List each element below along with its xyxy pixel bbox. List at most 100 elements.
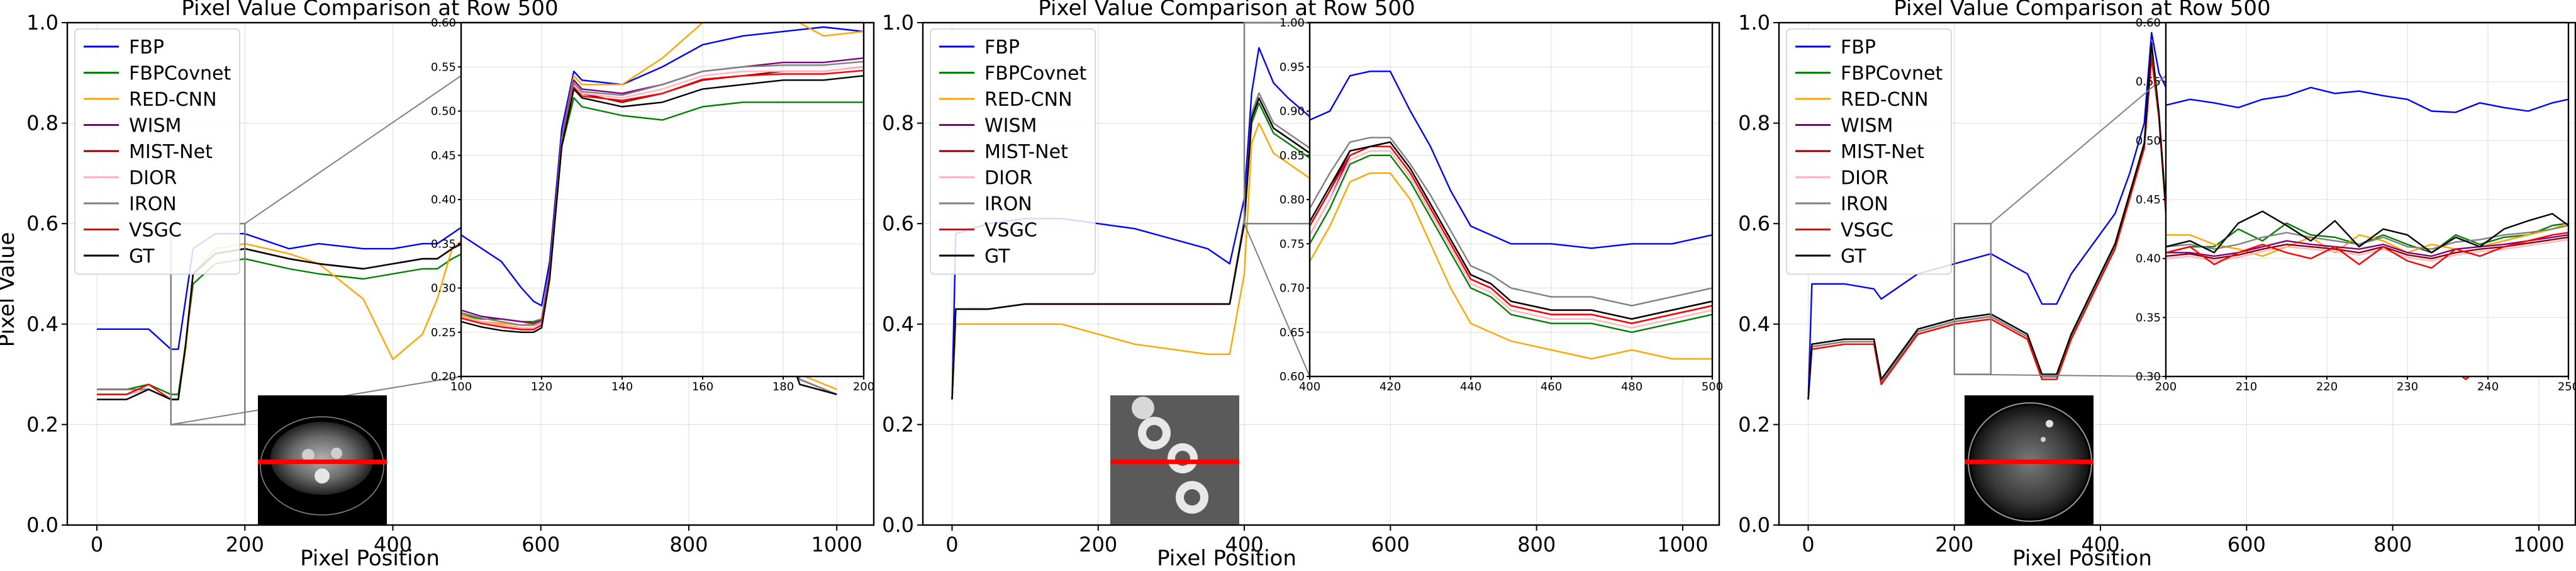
inset-plot: 200 210 220 230 240 250 0.30 0.35 0.40 0.45 0.50 0.…	[2136, 16, 2576, 393]
legend-label: VSGC	[1841, 220, 1893, 242]
thumbnail-ring	[260, 416, 384, 516]
inset-y-tick-label: 0.40	[2136, 252, 2161, 266]
y-tick-label: 0.2	[1738, 412, 1770, 436]
inset-x-tick-label: 460	[1541, 380, 1562, 393]
legend-box	[1786, 28, 1952, 275]
inset-y-tick-label: 0.25	[431, 326, 456, 339]
ct-slice-abdomen-thumbnail	[258, 395, 387, 524]
zoom-connector-line	[1990, 75, 2166, 224]
x-tick-label: 0	[91, 533, 103, 557]
inset-x-tick-label: 220	[2316, 380, 2338, 393]
inset-series-line-vsgc	[461, 69, 864, 331]
inset-series-group	[2166, 86, 2568, 269]
inset-y-tick-label: 0.55	[2136, 76, 2161, 89]
inset-y-tick-label: 0.45	[431, 149, 456, 162]
inset-x-tick-label: 420	[1380, 380, 1401, 393]
inset-x-tick-label: 500	[1702, 380, 1723, 393]
legend-label: DIOR	[129, 167, 177, 189]
y-tick-label: 0.6	[1738, 212, 1770, 235]
thumbnail-vessel	[2041, 437, 2046, 442]
y-tick-label: 0.0	[1738, 513, 1770, 537]
inset-x-tick-label: 180	[772, 380, 794, 393]
legend-label: IRON	[984, 193, 1032, 215]
thumbnail-organ	[302, 449, 315, 461]
x-tick-label: 600	[521, 533, 560, 557]
y-tick-label: 1.0	[882, 11, 914, 35]
x-ticks: 0 200 400 600 800 1000	[945, 525, 1709, 557]
inset-background	[2166, 23, 2568, 376]
inset-series-line-fbp	[1310, 71, 1712, 249]
inset-y-tick-label: 0.20	[431, 370, 456, 383]
inset-background	[1310, 23, 1712, 376]
x-ticks: 0 200 400 600 800 1000	[1802, 525, 2565, 557]
x-tick-label: 200	[1079, 533, 1117, 557]
x-axis-label: Pixel Position	[1157, 546, 1296, 568]
inset-series-line-fbpcovnet	[2166, 222, 2568, 254]
legend-label: FBPCovnet	[984, 63, 1086, 85]
inset-series-line-iron	[461, 60, 864, 326]
inset-x-tick-label: 200	[2155, 380, 2177, 393]
inset-y-tick-label: 0.30	[2136, 370, 2161, 383]
inset-plot: 100 120 140 160 180 200 0.20 0.25 0.30 0.35 0.40 0.…	[431, 16, 874, 393]
y-tick-label: 0.6	[882, 212, 914, 235]
chart-title: Pixel Value Comparison at Row 500	[181, 0, 558, 21]
thumbnail-row-marker	[1965, 460, 2094, 464]
inset-series-line-vsgc	[2166, 232, 2568, 269]
x-tick-label: 400	[1225, 533, 1264, 557]
y-tick-label: 1.0	[1738, 11, 1770, 35]
chart-panel-1: Pixel Value Comparison at Row 500 0 200 40…	[0, 0, 875, 571]
x-axis-label: Pixel Position	[2012, 546, 2152, 568]
inset-series-group	[1310, 71, 1712, 360]
inset-series-line-gt	[1310, 141, 1712, 320]
legend-box	[74, 28, 240, 275]
legend-label: RED-CNN	[129, 89, 217, 111]
legend-label: GT	[129, 246, 155, 268]
inset-y-tick-label: 0.90	[1280, 105, 1305, 118]
y-tick-label: 0.8	[1738, 111, 1770, 135]
inset-y-tick-label: 0.35	[431, 237, 456, 251]
legend-label: VSGC	[984, 220, 1037, 242]
y-axis-label: Pixel Value	[0, 232, 20, 348]
inset-y-tick-label: 0.45	[2136, 193, 2161, 206]
inset-x-tick-label: 160	[692, 380, 713, 393]
inset-series-line-dior	[1310, 150, 1712, 329]
legend-label: DIOR	[1841, 167, 1888, 189]
zoom-connector-line	[1954, 373, 2166, 377]
y-tick-label: 0.2	[882, 412, 914, 436]
y-tick-label: 0.8	[26, 111, 59, 135]
inset-x-tick-label: 200	[853, 380, 874, 393]
y-tick-label: 0.0	[882, 513, 914, 537]
legend-label: IRON	[129, 193, 177, 215]
y-tick-label: 0.2	[26, 412, 59, 436]
thumbnail-tooth	[1184, 489, 1200, 506]
y-tick-label: 0.8	[882, 111, 914, 135]
x-tick-label: 800	[1517, 533, 1556, 557]
x-tick-label: 200	[1935, 533, 1973, 557]
inset-series-line-dior	[2166, 239, 2568, 262]
zoom-region-box	[1953, 222, 1992, 375]
x-tick-label: 800	[669, 533, 708, 557]
inset-y-tick-label: 0.35	[2136, 311, 2161, 324]
inset-y-tick-label: 0.60	[2136, 16, 2161, 30]
inset-series-line-gt	[461, 75, 864, 333]
legend-label: RED-CNN	[984, 89, 1073, 111]
chart-panel-3: Pixel Value Comparison at Row 500 0 200 40…	[1738, 0, 2576, 571]
y-tick-label: 0.4	[882, 312, 914, 336]
legend-label: WISM	[1841, 115, 1893, 137]
legend-label: GT	[1841, 246, 1866, 268]
ct-slice-liver-thumbnail	[1965, 395, 2094, 524]
thumbnail-organ	[331, 448, 342, 459]
legend-label: VSGC	[129, 220, 182, 242]
legend: FBP FBPCovnet RED-CNN WISM MIST-Net DIOR IRON V…	[74, 28, 240, 275]
inset-x-tick-label: 210	[2236, 380, 2257, 393]
thumbnail-body	[270, 422, 374, 495]
inset-x-tick-label: 100	[450, 380, 472, 393]
inset-y-tick-label: 0.70	[1280, 282, 1305, 295]
thumbnail-spine	[315, 468, 330, 483]
inset-series-line-wism	[461, 57, 864, 324]
x-axis-label: Pixel Position	[300, 546, 440, 568]
inset-y-tick-label: 0.40	[431, 193, 456, 206]
legend-label: MIST-Net	[1841, 141, 1924, 163]
x-tick-label: 400	[374, 533, 412, 557]
